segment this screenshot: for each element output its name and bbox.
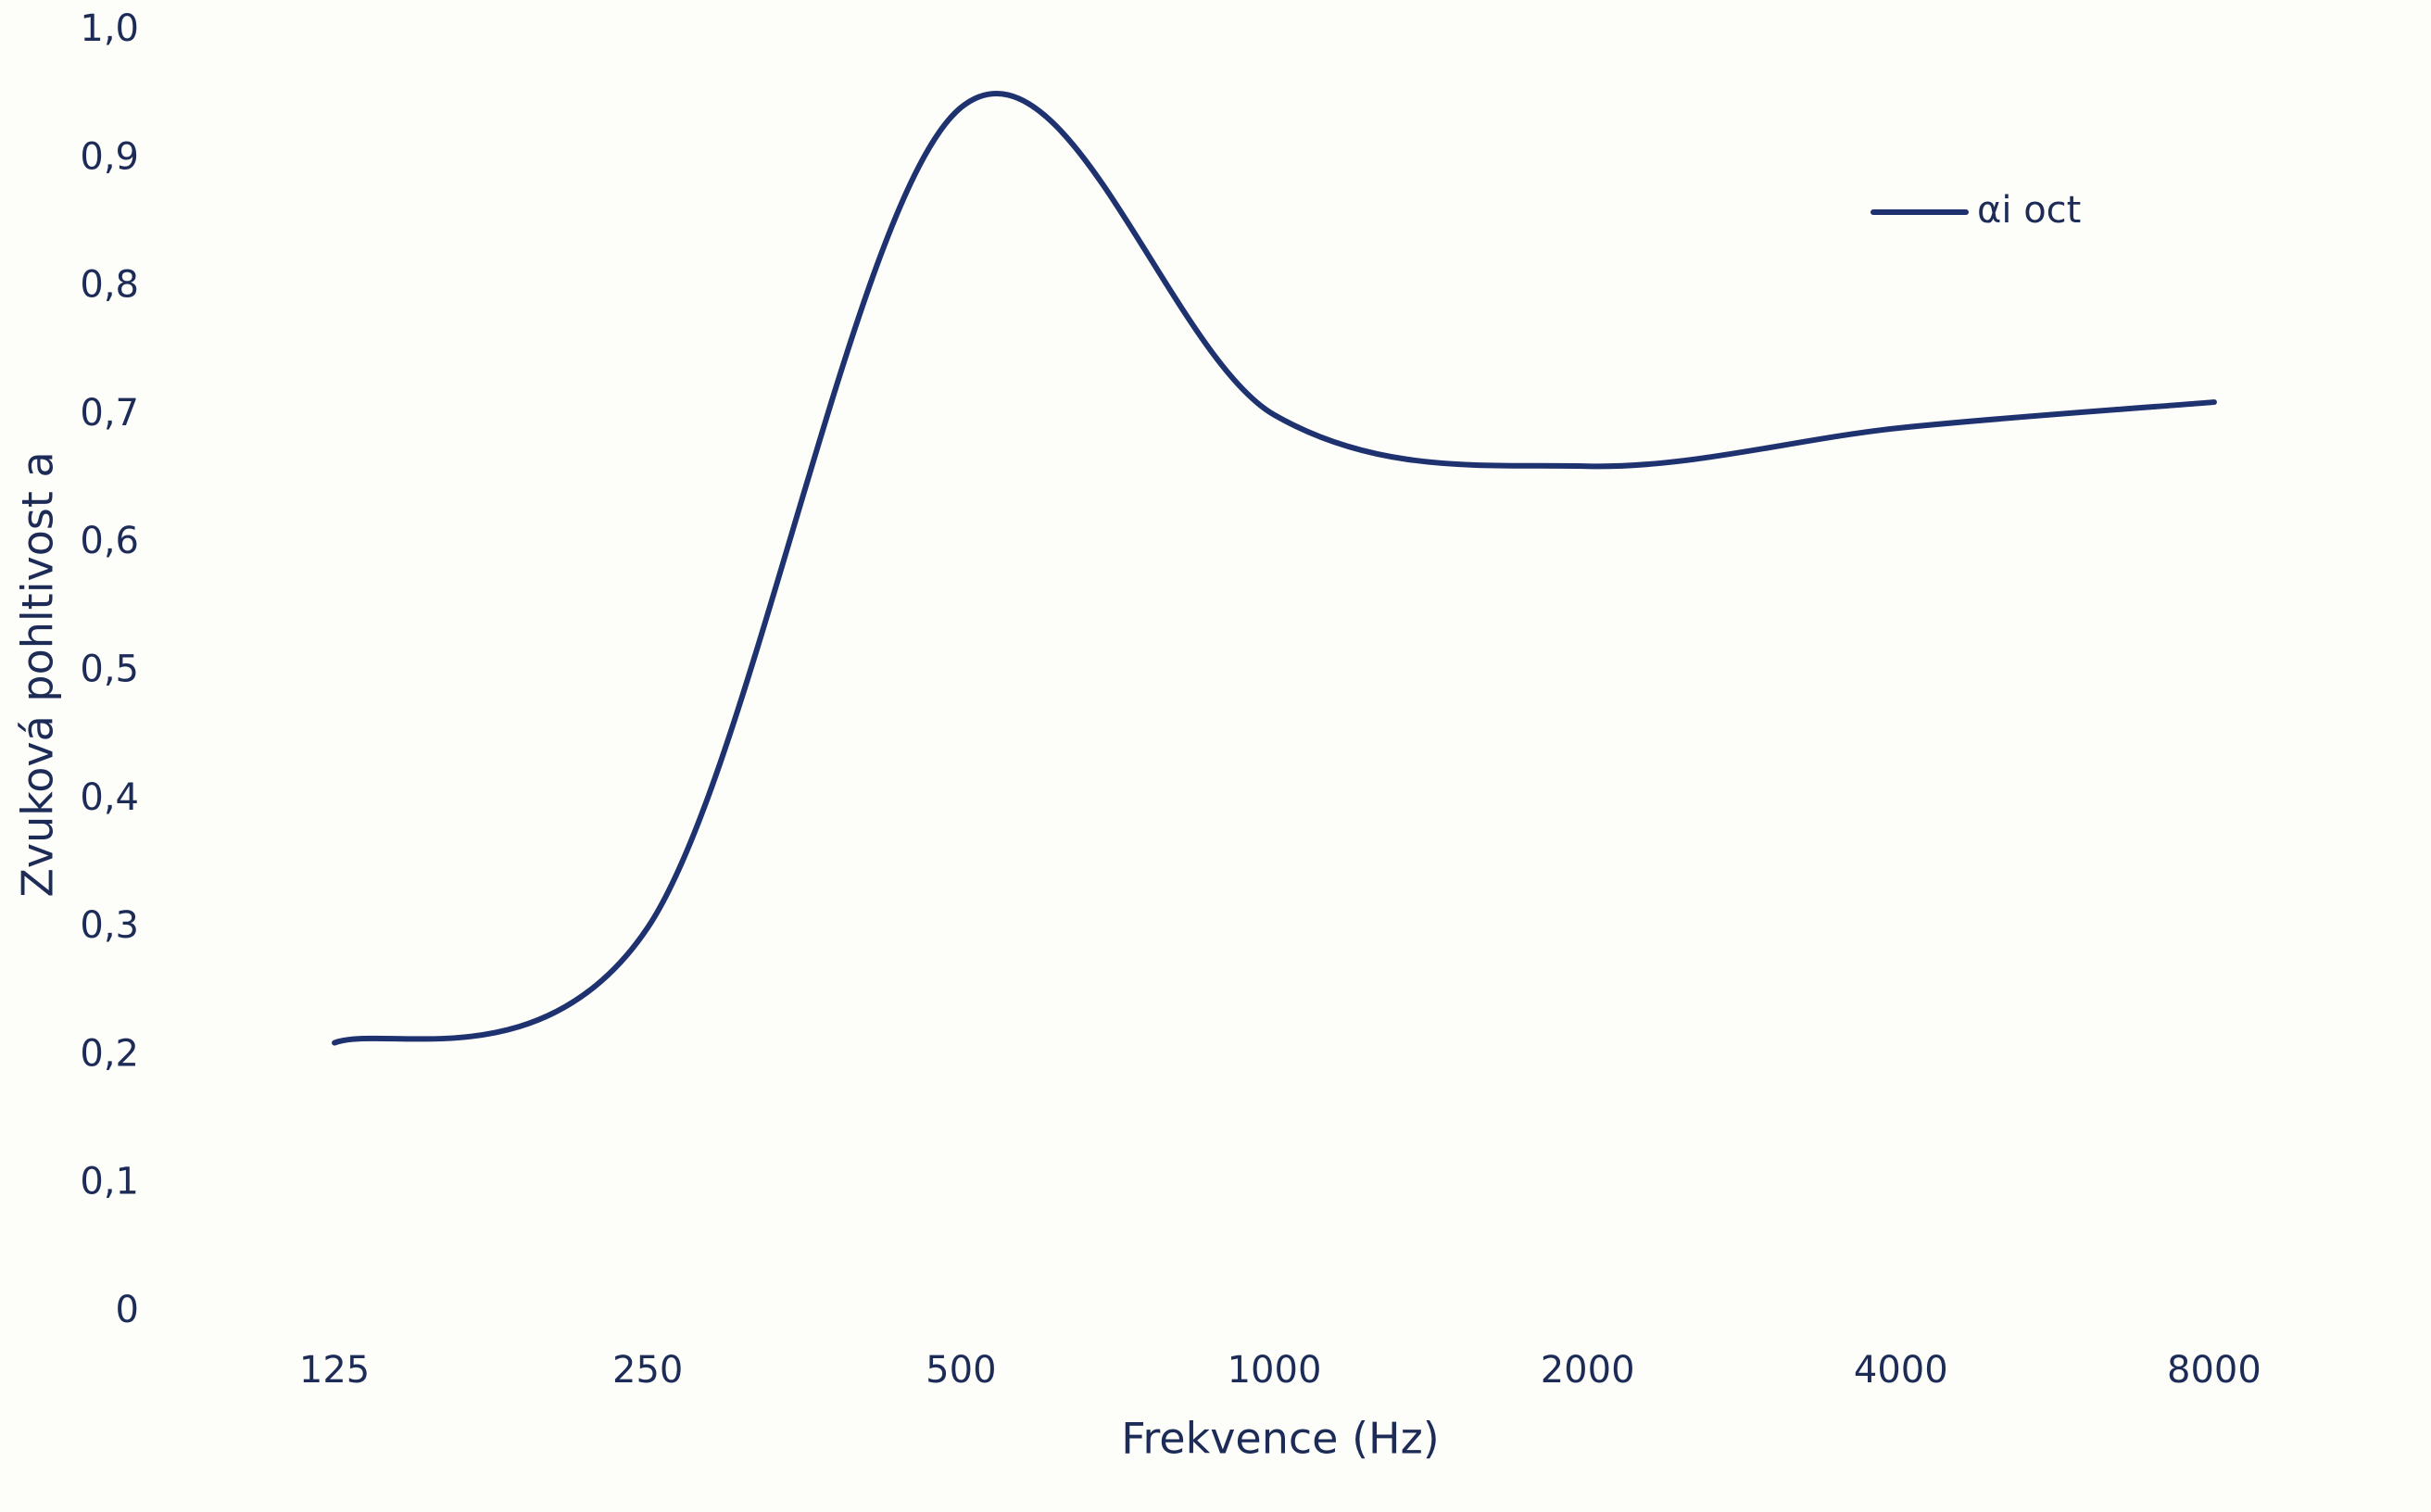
x-tick-label: 2000 bbox=[1541, 1349, 1635, 1392]
x-tick-label: 8000 bbox=[2167, 1349, 2261, 1392]
y-tick-label: 0,6 bbox=[80, 520, 139, 562]
y-tick-label: 1,0 bbox=[80, 7, 139, 50]
x-tick-label: 500 bbox=[926, 1349, 996, 1392]
y-tick-label: 0,7 bbox=[80, 392, 139, 435]
y-tick-label: 0,5 bbox=[80, 649, 139, 691]
y-tick-label: 0,2 bbox=[80, 1032, 139, 1075]
y-tick-label: 0,9 bbox=[80, 135, 139, 178]
line bbox=[332, 90, 2217, 1046]
y-tick-label: 0,4 bbox=[80, 776, 139, 819]
y-axis-title: Zvuková pohltivost a bbox=[13, 451, 63, 897]
x-axis-title: Frekvence (Hz) bbox=[1121, 1414, 1439, 1464]
x-tick-label: 1000 bbox=[1228, 1349, 1322, 1392]
x-tick-label: 125 bbox=[299, 1349, 370, 1392]
y-tick-label: 0,8 bbox=[80, 264, 139, 307]
y-tick-label: 0,1 bbox=[80, 1161, 139, 1203]
y-tick-label: 0,3 bbox=[80, 904, 139, 947]
y-tick-label: 0 bbox=[116, 1289, 139, 1331]
legend-label: αi oct bbox=[1977, 189, 2081, 232]
x-tick-label: 4000 bbox=[1854, 1349, 1948, 1392]
x-tick-label: 250 bbox=[612, 1349, 683, 1392]
